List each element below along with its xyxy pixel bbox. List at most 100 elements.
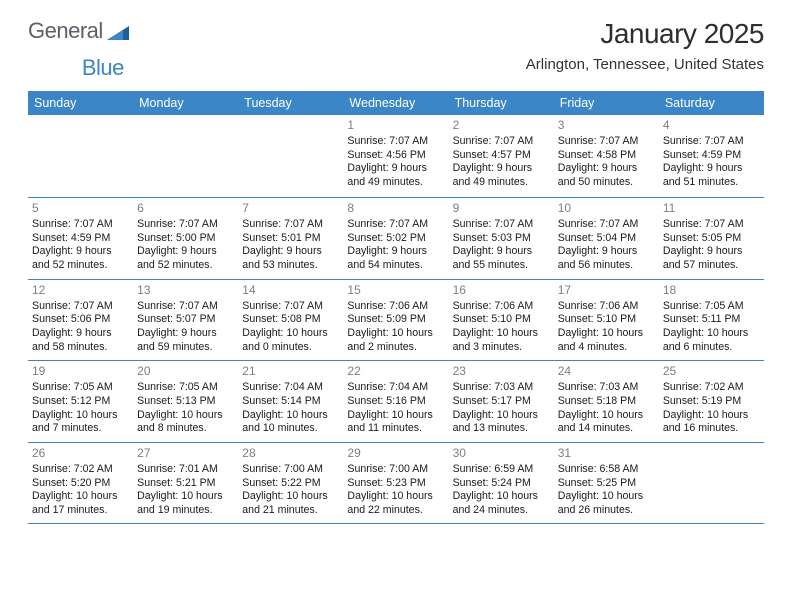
day-cell: 4Sunrise: 7:07 AMSunset: 4:59 PMDaylight… (659, 115, 764, 197)
day-info: Sunrise: 7:07 AMSunset: 5:07 PMDaylight:… (137, 300, 234, 354)
day-number: 3 (558, 118, 655, 133)
day-cell (133, 115, 238, 197)
day-info: Sunrise: 7:02 AMSunset: 5:19 PMDaylight:… (663, 381, 760, 435)
day-info: Sunrise: 7:07 AMSunset: 5:03 PMDaylight:… (453, 218, 550, 272)
day-number: 12 (32, 283, 129, 298)
day-number: 30 (453, 446, 550, 461)
day-cell: 29 Sunrise: 7:00 AMSunset: 5:23 PMDayligh… (343, 443, 448, 524)
day-cell: 18 Sunrise: 7:05 AMSunset: 5:11 PMDayligh… (659, 280, 764, 361)
day-number: 26 (32, 446, 129, 461)
logo-text-general: General (28, 18, 103, 44)
weekday-wednesday: Wednesday (343, 91, 448, 115)
day-cell: 8Sunrise: 7:07 AMSunset: 5:02 PMDaylight… (343, 198, 448, 279)
day-info: Sunrise: 7:06 AMSunset: 5:10 PMDaylight:… (453, 300, 550, 354)
month-title: January 2025 (526, 18, 764, 50)
day-cell: 26Sunrise: 7:02 AMSunset: 5:20 PMDayligh… (28, 443, 133, 524)
day-cell: 17 Sunrise: 7:06 AMSunset: 5:10 PMDayligh… (554, 280, 659, 361)
logo-text-blue: Blue (82, 55, 124, 81)
week-row: 19Sunrise: 7:05 AMSunset: 5:12 PMDayligh… (28, 361, 764, 443)
day-info: Sunrise: 7:05 AMSunset: 5:11 PMDaylight:… (663, 300, 760, 354)
day-info: Sunrise: 7:07 AMSunset: 4:59 PMDaylight:… (32, 218, 129, 272)
day-cell: 14Sunrise: 7:07 AMSunset: 5:08 PMDayligh… (238, 280, 343, 361)
weeks-container: 1Sunrise: 7:07 AMSunset: 4:56 PMDaylight… (28, 115, 764, 524)
day-info: Sunrise: 7:01 AMSunset: 5:21 PMDaylight:… (137, 463, 234, 517)
day-number: 21 (242, 364, 339, 379)
day-info: Sunrise: 7:05 AMSunset: 5:13 PMDaylight:… (137, 381, 234, 435)
day-cell: 28Sunrise: 7:00 AMSunset: 5:22 PMDayligh… (238, 443, 343, 524)
day-number: 9 (453, 201, 550, 216)
day-cell: 23Sunrise: 7:03 AMSunset: 5:17 PMDayligh… (449, 361, 554, 442)
day-number: 13 (137, 283, 234, 298)
day-cell: 13 Sunrise: 7:07 AMSunset: 5:07 PMDayligh… (133, 280, 238, 361)
week-row: 5Sunrise: 7:07 AMSunset: 4:59 PMDaylight… (28, 198, 764, 280)
day-info: Sunrise: 7:07 AMSunset: 4:58 PMDaylight:… (558, 135, 655, 189)
day-info: Sunrise: 7:07 AMSunset: 5:05 PMDaylight:… (663, 218, 760, 272)
day-number: 18 (663, 283, 760, 298)
day-info: Sunrise: 7:07 AMSunset: 4:56 PMDaylight:… (347, 135, 444, 189)
day-cell (28, 115, 133, 197)
day-cell: 30 Sunrise: 6:59 AMSunset: 5:24 PMDayligh… (449, 443, 554, 524)
day-cell: 3 Sunrise: 7:07 AMSunset: 4:58 PMDaylight… (554, 115, 659, 197)
day-number: 7 (242, 201, 339, 216)
day-cell: 27 Sunrise: 7:01 AMSunset: 5:21 PMDayligh… (133, 443, 238, 524)
weekday-monday: Monday (133, 91, 238, 115)
day-cell: 10 Sunrise: 7:07 AMSunset: 5:04 PMDayligh… (554, 198, 659, 279)
day-cell (659, 443, 764, 524)
day-cell: 5Sunrise: 7:07 AMSunset: 4:59 PMDaylight… (28, 198, 133, 279)
day-number: 2 (453, 118, 550, 133)
day-info: Sunrise: 7:07 AMSunset: 5:08 PMDaylight:… (242, 300, 339, 354)
day-cell: 2Sunrise: 7:07 AMSunset: 4:57 PMDaylight… (449, 115, 554, 197)
day-cell: 12 Sunrise: 7:07 AMSunset: 5:06 PMDayligh… (28, 280, 133, 361)
day-cell: 21 Sunrise: 7:04 AMSunset: 5:14 PMDayligh… (238, 361, 343, 442)
week-row: 26Sunrise: 7:02 AMSunset: 5:20 PMDayligh… (28, 443, 764, 525)
week-row: 12 Sunrise: 7:07 AMSunset: 5:06 PMDayligh… (28, 280, 764, 362)
day-number: 27 (137, 446, 234, 461)
day-info: Sunrise: 7:00 AMSunset: 5:23 PMDaylight:… (347, 463, 444, 517)
day-number: 25 (663, 364, 760, 379)
day-info: Sunrise: 7:04 AMSunset: 5:16 PMDaylight:… (347, 381, 444, 435)
day-cell: 19Sunrise: 7:05 AMSunset: 5:12 PMDayligh… (28, 361, 133, 442)
day-info: Sunrise: 7:07 AMSunset: 5:00 PMDaylight:… (137, 218, 234, 272)
weekday-header: Sunday Monday Tuesday Wednesday Thursday… (28, 91, 764, 115)
day-info: Sunrise: 7:07 AMSunset: 5:04 PMDaylight:… (558, 218, 655, 272)
day-info: Sunrise: 7:07 AMSunset: 5:01 PMDaylight:… (242, 218, 339, 272)
day-cell: 31 Sunrise: 6:58 AMSunset: 5:25 PMDayligh… (554, 443, 659, 524)
day-info: Sunrise: 6:59 AMSunset: 5:24 PMDaylight:… (453, 463, 550, 517)
day-info: Sunrise: 7:05 AMSunset: 5:12 PMDaylight:… (32, 381, 129, 435)
day-number: 20 (137, 364, 234, 379)
day-number: 10 (558, 201, 655, 216)
day-info: Sunrise: 7:06 AMSunset: 5:09 PMDaylight:… (347, 300, 444, 354)
day-number: 17 (558, 283, 655, 298)
day-cell: 9 Sunrise: 7:07 AMSunset: 5:03 PMDaylight… (449, 198, 554, 279)
day-number: 29 (347, 446, 444, 461)
day-info: Sunrise: 7:07 AMSunset: 4:59 PMDaylight:… (663, 135, 760, 189)
day-cell: 22Sunrise: 7:04 AMSunset: 5:16 PMDayligh… (343, 361, 448, 442)
day-cell: 7 Sunrise: 7:07 AMSunset: 5:01 PMDaylight… (238, 198, 343, 279)
day-cell: 11 Sunrise: 7:07 AMSunset: 5:05 PMDayligh… (659, 198, 764, 279)
weekday-thursday: Thursday (449, 91, 554, 115)
day-cell: 20 Sunrise: 7:05 AMSunset: 5:13 PMDayligh… (133, 361, 238, 442)
day-info: Sunrise: 7:06 AMSunset: 5:10 PMDaylight:… (558, 300, 655, 354)
calendar: Sunday Monday Tuesday Wednesday Thursday… (28, 91, 764, 524)
day-info: Sunrise: 7:04 AMSunset: 5:14 PMDaylight:… (242, 381, 339, 435)
weekday-tuesday: Tuesday (238, 91, 343, 115)
weekday-sunday: Sunday (28, 91, 133, 115)
day-cell: 15Sunrise: 7:06 AMSunset: 5:09 PMDayligh… (343, 280, 448, 361)
day-info: Sunrise: 7:07 AMSunset: 5:06 PMDaylight:… (32, 300, 129, 354)
day-number: 11 (663, 201, 760, 216)
day-cell: 24Sunrise: 7:03 AMSunset: 5:18 PMDayligh… (554, 361, 659, 442)
day-info: Sunrise: 6:58 AMSunset: 5:25 PMDaylight:… (558, 463, 655, 517)
day-info: Sunrise: 7:07 AMSunset: 5:02 PMDaylight:… (347, 218, 444, 272)
logo-triangle-icon (105, 22, 133, 40)
day-number: 23 (453, 364, 550, 379)
day-number: 31 (558, 446, 655, 461)
day-number: 28 (242, 446, 339, 461)
title-block: January 2025 Arlington, Tennessee, Unite… (526, 18, 764, 73)
day-cell: 6 Sunrise: 7:07 AMSunset: 5:00 PMDaylight… (133, 198, 238, 279)
day-cell: 16 Sunrise: 7:06 AMSunset: 5:10 PMDayligh… (449, 280, 554, 361)
day-number: 16 (453, 283, 550, 298)
day-number: 6 (137, 201, 234, 216)
weekday-saturday: Saturday (659, 91, 764, 115)
day-info: Sunrise: 7:03 AMSunset: 5:18 PMDaylight:… (558, 381, 655, 435)
week-row: 1Sunrise: 7:07 AMSunset: 4:56 PMDaylight… (28, 115, 764, 198)
